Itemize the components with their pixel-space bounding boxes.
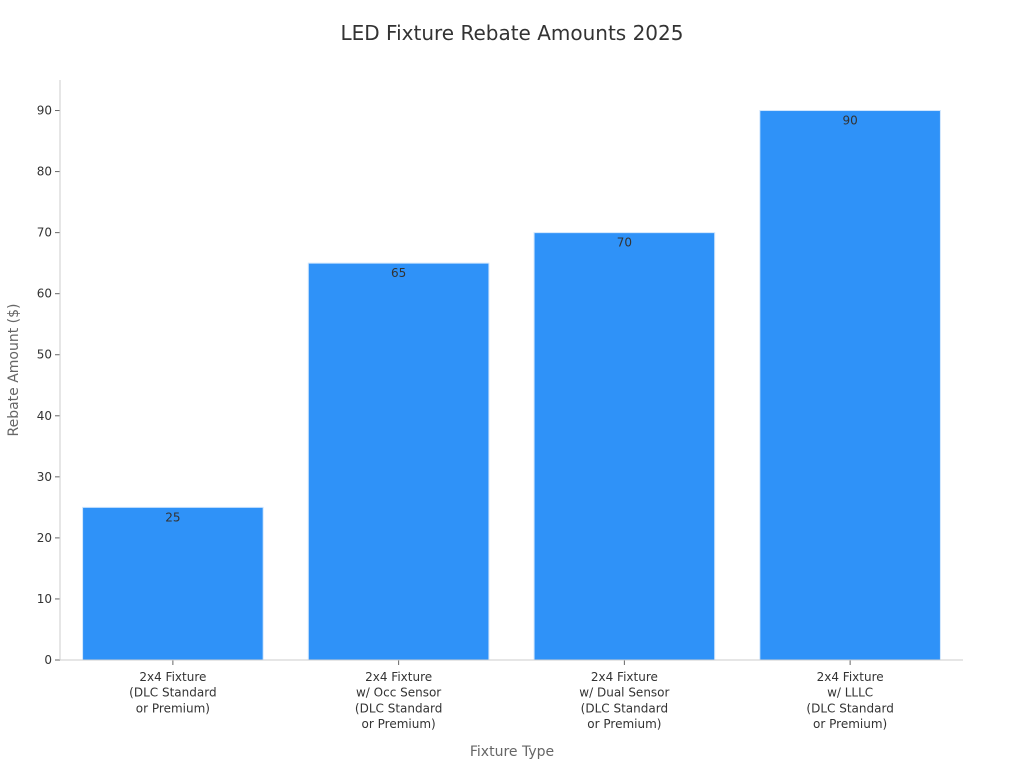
bar-value-label: 25 (165, 510, 180, 524)
y-tick-label: 60 (37, 287, 52, 301)
x-tick-label-line: 2x4 Fixture (817, 670, 884, 684)
y-tick-label: 30 (37, 470, 52, 484)
x-tick-label-line: w/ Occ Sensor (356, 686, 441, 700)
x-tick-label-line: (DLC Standard (806, 701, 893, 715)
x-tick-label: 2x4 Fixture w/ Occ Sensor (DLC Standard or … (355, 670, 442, 731)
y-tick-label: 40 (37, 409, 52, 423)
bar (533, 232, 716, 661)
x-tick-label-line: (DLC Standard (129, 686, 216, 700)
x-tick-label-line: or Premium) (136, 701, 210, 715)
bar (307, 262, 490, 661)
bar (82, 506, 264, 661)
y-tick-label: 20 (37, 531, 52, 545)
y-tick-label: 70 (37, 226, 52, 240)
x-tick-label-line: 2x4 Fixture (139, 670, 206, 684)
x-tick-label-line: or Premium) (362, 717, 436, 731)
bar (759, 110, 941, 661)
x-tick-label: 2x4 Fixture w/ Dual Sensor (DLC Standard or… (579, 670, 669, 731)
y-tick-label: 50 (37, 348, 52, 362)
x-tick-label-line: (DLC Standard (355, 701, 442, 715)
x-tick-label-line: 2x4 Fixture (365, 670, 432, 684)
y-tick-label: 90 (37, 104, 52, 118)
x-tick-label-line: (DLC Standard (581, 701, 668, 715)
x-axis-ticks: 2x4 Fixture (DLC Standard or Premium)2x4 F… (129, 660, 894, 731)
bars (82, 110, 941, 661)
y-tick-label: 10 (37, 592, 52, 606)
bar-value-label: 90 (842, 114, 857, 128)
y-tick-label: 0 (44, 653, 52, 667)
x-tick-label-line: w/ Dual Sensor (579, 686, 669, 700)
y-axis-title: Rebate Amount ($) (6, 303, 22, 436)
x-tick-label-line: w/ LLLC (827, 686, 873, 700)
x-tick-label-line: or Premium) (813, 717, 887, 731)
chart-title: LED Fixture Rebate Amounts 2025 (341, 21, 684, 45)
x-tick-label: 2x4 Fixture (DLC Standard or Premium) (129, 670, 216, 715)
x-axis-title: Fixture Type (470, 744, 554, 760)
y-tick-label: 80 (37, 165, 52, 179)
x-tick-label: 2x4 Fixture w/ LLLC (DLC Standard or Premiu… (806, 670, 893, 731)
bar-value-label: 65 (391, 266, 406, 280)
bar-data-labels: 25 65 70 90 (165, 114, 858, 525)
y-axis-ticks: 0 10 20 30 40 50 60 70 80 90 (37, 104, 60, 667)
x-tick-label-line: or Premium) (587, 717, 661, 731)
bar-value-label: 70 (617, 236, 632, 250)
x-tick-label-line: 2x4 Fixture (591, 670, 658, 684)
